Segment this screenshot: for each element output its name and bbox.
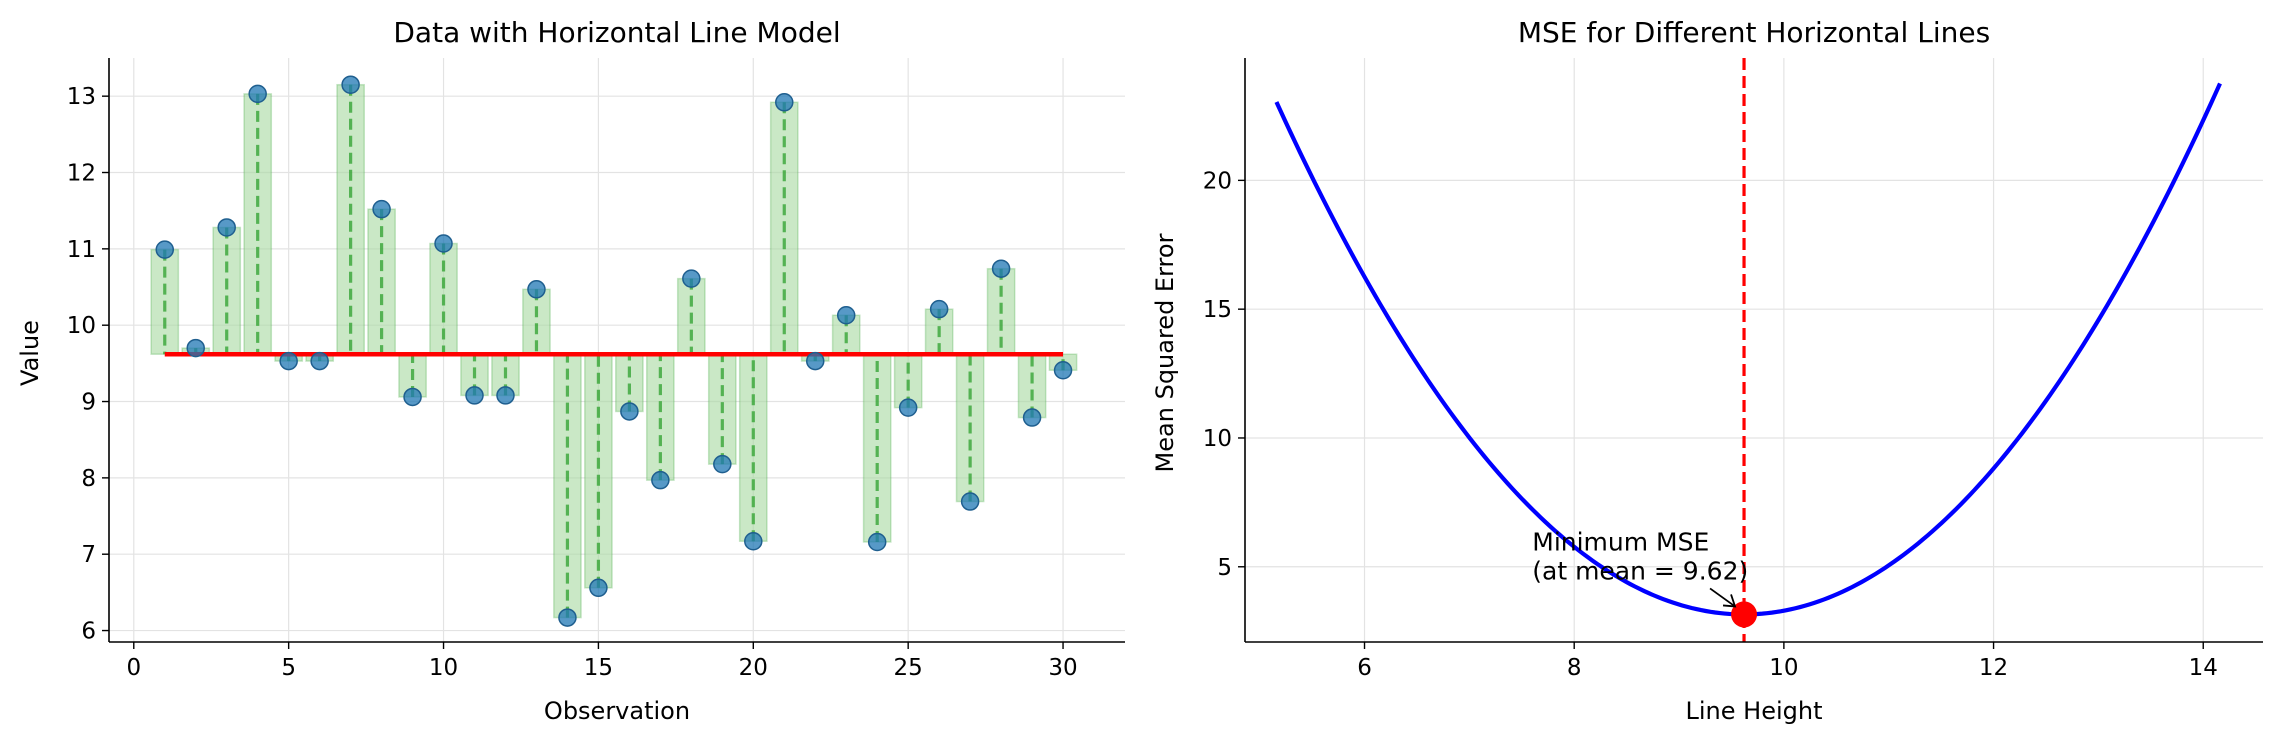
data-point-28 bbox=[991, 259, 1011, 278]
chart2-annotation: Minimum MSE (at mean = 9.62) bbox=[1532, 527, 1748, 608]
x-tick-label-10: 10 bbox=[429, 655, 458, 681]
data-point-13 bbox=[527, 280, 546, 299]
annotation-arrow-head bbox=[1722, 594, 1737, 608]
chart-mse: MSE for Different Horizontal Lines Minim… bbox=[1151, 16, 2263, 725]
x-tick-label-0: 0 bbox=[126, 655, 141, 681]
data-point-22 bbox=[805, 351, 825, 371]
data-point-15 bbox=[589, 578, 608, 598]
data-point-20 bbox=[744, 531, 763, 551]
data-point-9 bbox=[403, 387, 422, 407]
y-tick-label-9: 9 bbox=[81, 390, 96, 416]
data-point-19 bbox=[713, 454, 732, 474]
y-tick-label-5: 5 bbox=[1217, 555, 1232, 581]
data-point-16 bbox=[620, 402, 639, 421]
data-point-11 bbox=[465, 386, 484, 405]
data-point-26 bbox=[929, 299, 949, 319]
chart2-min-point bbox=[1731, 601, 1758, 628]
y-tick-label-20: 20 bbox=[1203, 168, 1232, 194]
x-tick-label-14: 14 bbox=[2189, 655, 2218, 681]
x-tick-label-30: 30 bbox=[1048, 655, 1077, 681]
minimum-point bbox=[1731, 601, 1758, 628]
chart2-axes bbox=[1244, 58, 2263, 643]
data-point-27 bbox=[960, 492, 980, 511]
data-point-14 bbox=[558, 608, 577, 627]
data-point-5 bbox=[279, 351, 298, 371]
chart2-ylabel: Mean Squared Error bbox=[1151, 233, 1179, 472]
x-tick-label-20: 20 bbox=[739, 655, 768, 681]
data-point-2 bbox=[186, 338, 205, 358]
data-point-1 bbox=[155, 240, 175, 259]
data-point-29 bbox=[1022, 408, 1042, 427]
chart2-ticks: 6 8 10 12 14 5 10 15 20 bbox=[1203, 168, 2218, 681]
data-point-21 bbox=[775, 93, 794, 112]
data-point-24 bbox=[867, 532, 887, 552]
chart1-ticks: 0 5 10 15 20 25 30 6 7 8 9 10 11 12 13 bbox=[67, 84, 1078, 681]
y-tick-label-15: 15 bbox=[1203, 297, 1232, 323]
data-point-23 bbox=[836, 306, 856, 325]
chart2-xlabel: Line Height bbox=[1686, 697, 1823, 725]
chart1-grid bbox=[109, 58, 1125, 642]
chart1-ylabel: Value bbox=[16, 320, 44, 386]
y-tick-label-13: 13 bbox=[67, 84, 96, 110]
x-tick-label-5: 5 bbox=[281, 655, 296, 681]
data-point-7 bbox=[341, 75, 360, 94]
data-point-30 bbox=[1053, 360, 1073, 380]
annotation-line1: Minimum MSE bbox=[1532, 527, 1709, 556]
data-point-8 bbox=[372, 199, 391, 219]
data-point-4 bbox=[248, 84, 267, 104]
y-tick-label-7: 7 bbox=[81, 542, 96, 568]
chart1-title: Data with Horizontal Line Model bbox=[393, 16, 840, 49]
annotation-arrow bbox=[1709, 587, 1736, 608]
chart1-xlabel: Observation bbox=[544, 697, 690, 725]
y-tick-label-6: 6 bbox=[81, 619, 96, 645]
y-tick-label-10: 10 bbox=[1203, 426, 1232, 452]
data-point-3 bbox=[217, 218, 236, 237]
x-tick-label-12: 12 bbox=[1979, 655, 2008, 681]
x-tick-label-25: 25 bbox=[894, 655, 923, 681]
y-tick-label-10: 10 bbox=[67, 313, 96, 339]
x-tick-label-6: 6 bbox=[1357, 655, 1372, 681]
x-tick-label-15: 15 bbox=[584, 655, 613, 681]
x-tick-label-8: 8 bbox=[1567, 655, 1582, 681]
annotation-line2: (at mean = 9.62) bbox=[1532, 556, 1748, 585]
chart-observations: Data with Horizontal Line Model 0 5 10 15 20… bbox=[16, 16, 1125, 725]
data-point-12 bbox=[496, 386, 515, 405]
data-point-25 bbox=[898, 398, 918, 417]
chart2-title: MSE for Different Horizontal Lines bbox=[1518, 16, 1990, 49]
chart1-points bbox=[155, 75, 1073, 627]
x-tick-label-10: 10 bbox=[1769, 655, 1798, 681]
data-point-18 bbox=[682, 269, 701, 288]
y-tick-label-11: 11 bbox=[67, 237, 96, 263]
y-tick-label-8: 8 bbox=[81, 466, 96, 492]
data-point-10 bbox=[434, 234, 453, 253]
y-tick-label-12: 12 bbox=[67, 161, 96, 187]
mse-curve bbox=[1274, 82, 2222, 617]
data-point-17 bbox=[651, 470, 670, 490]
data-point-6 bbox=[310, 351, 329, 371]
chart1-axes bbox=[108, 58, 1125, 643]
chart2-grid bbox=[1245, 58, 2263, 642]
chart2-curve bbox=[1274, 82, 2222, 617]
